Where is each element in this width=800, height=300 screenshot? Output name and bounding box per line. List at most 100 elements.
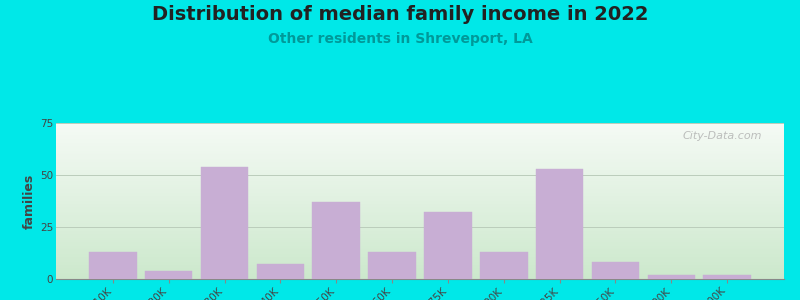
Bar	[56, 143, 784, 145]
Bar	[56, 270, 784, 271]
Bar	[368, 252, 416, 279]
Bar	[56, 259, 784, 260]
Bar	[56, 210, 784, 212]
Bar	[56, 195, 784, 196]
Bar	[56, 148, 784, 149]
Bar	[647, 275, 695, 279]
Bar	[56, 242, 784, 243]
Bar	[56, 257, 784, 259]
Bar	[56, 243, 784, 245]
Bar	[56, 160, 784, 162]
Bar	[56, 168, 784, 170]
Bar	[56, 248, 784, 249]
Bar	[56, 240, 784, 242]
Bar	[56, 128, 784, 129]
Bar	[56, 223, 784, 224]
Bar	[56, 131, 784, 132]
Bar	[56, 206, 784, 207]
Bar	[56, 262, 784, 263]
Bar	[56, 212, 784, 214]
Bar	[56, 164, 784, 165]
Bar	[56, 260, 784, 262]
Bar	[56, 251, 784, 253]
Bar	[56, 200, 784, 201]
Bar	[56, 146, 784, 148]
Bar	[56, 274, 784, 276]
Bar	[56, 170, 784, 171]
Text: Other residents in Shreveport, LA: Other residents in Shreveport, LA	[268, 32, 532, 46]
Bar	[56, 193, 784, 195]
Bar	[56, 198, 784, 200]
Bar	[56, 165, 784, 167]
Bar	[56, 171, 784, 173]
Bar	[56, 278, 784, 279]
Bar	[480, 252, 527, 279]
Bar	[56, 209, 784, 210]
Bar	[56, 235, 784, 237]
Bar	[56, 192, 784, 193]
Bar	[424, 212, 472, 279]
Text: City-Data.com: City-Data.com	[682, 131, 762, 141]
Bar	[56, 221, 784, 223]
Text: Distribution of median family income in 2022: Distribution of median family income in …	[152, 4, 648, 23]
Bar	[56, 217, 784, 218]
Bar	[56, 154, 784, 156]
Bar	[56, 271, 784, 273]
Bar	[56, 229, 784, 231]
Bar	[313, 202, 360, 279]
Bar	[56, 140, 784, 142]
Bar	[56, 129, 784, 131]
Bar	[56, 173, 784, 175]
Bar	[703, 275, 751, 279]
Bar	[56, 184, 784, 185]
Bar	[56, 237, 784, 238]
Bar	[56, 157, 784, 159]
Bar	[56, 214, 784, 215]
Bar	[56, 224, 784, 226]
Bar	[56, 232, 784, 234]
Bar	[56, 175, 784, 176]
Bar	[56, 238, 784, 240]
Bar	[56, 276, 784, 278]
Bar	[56, 204, 784, 206]
Bar	[56, 273, 784, 274]
Bar	[56, 139, 784, 140]
Bar	[56, 256, 784, 257]
Bar	[56, 201, 784, 202]
Bar	[56, 162, 784, 164]
Bar	[56, 176, 784, 178]
Bar	[56, 142, 784, 143]
Bar	[56, 226, 784, 227]
Bar	[89, 252, 137, 279]
Bar	[56, 182, 784, 184]
Bar	[56, 167, 784, 168]
Bar	[56, 181, 784, 182]
Bar	[56, 234, 784, 235]
Bar	[592, 262, 639, 279]
Bar	[56, 231, 784, 232]
Bar	[56, 190, 784, 192]
Bar	[56, 249, 784, 251]
Bar	[56, 159, 784, 160]
Bar	[56, 263, 784, 265]
Bar	[56, 178, 784, 179]
Bar	[56, 220, 784, 221]
Bar	[56, 253, 784, 254]
Bar	[56, 227, 784, 229]
Bar	[56, 196, 784, 198]
Bar	[56, 124, 784, 126]
Bar	[56, 246, 784, 248]
Bar	[56, 153, 784, 154]
Bar	[56, 207, 784, 209]
Bar	[56, 245, 784, 246]
Bar	[56, 149, 784, 151]
Bar	[145, 271, 193, 279]
Bar	[56, 156, 784, 157]
Bar	[56, 265, 784, 266]
Bar	[56, 179, 784, 181]
Bar	[56, 151, 784, 153]
Bar	[56, 136, 784, 137]
Bar	[56, 218, 784, 220]
Bar	[56, 137, 784, 139]
Bar	[56, 134, 784, 136]
